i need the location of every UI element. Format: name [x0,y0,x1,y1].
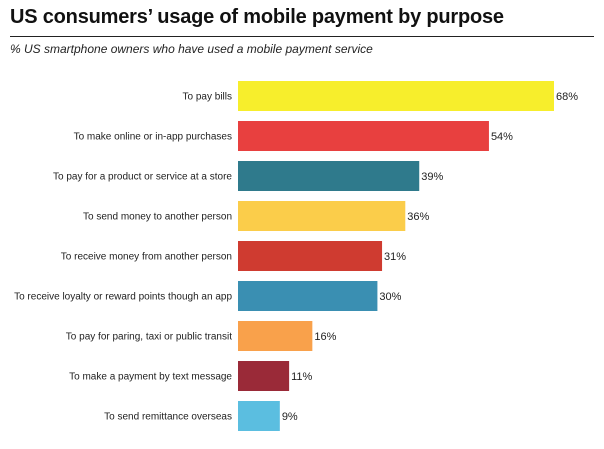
bar-2 [238,121,489,151]
bar-8 [238,361,290,391]
bar-4 [238,201,406,231]
category-label-9: To send remittance overseas [104,412,232,423]
value-label-8: 11% [291,371,312,383]
category-label-2: To make online or in-app purchases [74,132,232,143]
value-label-4: 36% [407,211,429,223]
chart-title: US consumers’ usage of mobile payment by… [10,6,504,28]
bar-3 [238,161,420,191]
category-label-1: To pay bills [183,92,232,103]
value-label-9: 9% [282,411,298,423]
title-divider [10,36,594,37]
chart-subtitle: % US smartphone owners who have used a m… [10,42,373,56]
value-label-7: 16% [314,331,336,343]
bar-7 [238,321,313,351]
bar-9 [238,401,280,431]
bar-1 [238,81,554,111]
category-label-6: To receive loyalty or reward points thou… [14,292,232,303]
bar-5 [238,241,383,271]
value-label-3: 39% [421,171,443,183]
value-label-2: 54% [491,131,513,143]
category-label-3: To pay for a product or service at a sto… [53,172,232,183]
bar-6 [238,281,378,311]
category-label-4: To send money to another person [83,212,232,223]
value-label-1: 68% [556,91,578,103]
value-label-5: 31% [384,251,406,263]
category-label-5: To receive money from another person [61,252,232,263]
category-label-8: To make a payment by text message [69,372,232,383]
value-label-6: 30% [379,291,401,303]
category-label-7: To pay for paring, taxi or public transi… [66,332,232,343]
